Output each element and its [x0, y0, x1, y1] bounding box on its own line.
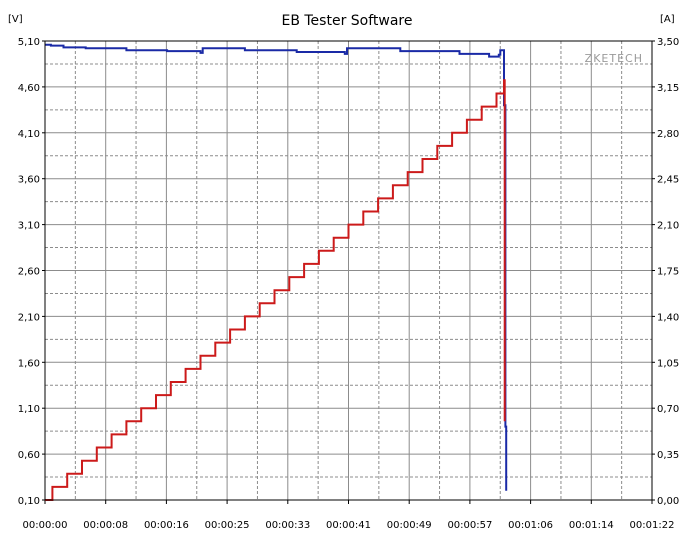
x-tick-label: 00:00:49: [387, 520, 432, 531]
left-tick-label: 1,10: [18, 404, 40, 415]
right-tick-label: 1,05: [657, 358, 679, 369]
x-tick-label: 00:00:41: [326, 520, 371, 531]
left-tick-label: 3,10: [18, 221, 40, 232]
x-tick-label: 00:00:25: [205, 520, 250, 531]
right-tick-label: 1,40: [657, 312, 679, 323]
right-tick-label: 0,00: [657, 496, 679, 507]
tick-labels: 5,10 4,60 4,10 3,60 3,10 2,60 2,10 1,60 1,10 0,60…: [18, 37, 680, 531]
left-tick-label: 0,10: [18, 496, 40, 507]
x-tick-label: 00:01:06: [508, 520, 553, 531]
x-tick-label: 00:00:33: [265, 520, 310, 531]
plot-border: [44, 40, 653, 501]
left-tick-label: 4,10: [18, 129, 40, 140]
right-tick-label: 3,50: [657, 37, 679, 48]
left-tick-label: 2,10: [18, 312, 40, 323]
right-tick-label: 2,10: [657, 221, 679, 232]
right-tick-label: 2,45: [657, 175, 679, 186]
current-series-line: [45, 79, 506, 501]
x-tick-label: 00:01:22: [630, 520, 675, 531]
chart-title: EB Tester Software: [281, 13, 412, 29]
x-tick-label: 00:00:16: [144, 520, 189, 531]
watermark-text: ZKETECH: [585, 52, 643, 65]
right-axis-unit: [A]: [660, 14, 675, 25]
left-tick-label: 4,60: [18, 83, 40, 94]
right-tick-label: 0,70: [657, 404, 679, 415]
grid: [45, 41, 652, 500]
right-tick-label: 3,15: [657, 83, 679, 94]
left-tick-label: 1,60: [18, 358, 40, 369]
left-tick-label: 0,60: [18, 450, 40, 461]
right-tick-label: 1,75: [657, 267, 679, 278]
x-tick-label: 00:00:57: [447, 520, 492, 531]
voltage-series-line: [45, 43, 508, 491]
right-tick-label: 2,80: [657, 129, 679, 140]
left-axis-unit: [V]: [8, 14, 23, 25]
series: [45, 43, 508, 501]
left-tick-label: 3,60: [18, 175, 40, 186]
x-tick-label: 00:00:08: [83, 520, 128, 531]
left-tick-label: 5,10: [18, 37, 40, 48]
right-tick-label: 0,35: [657, 450, 679, 461]
x-tick-label: 00:00:00: [23, 520, 68, 531]
x-tick-label: 00:01:14: [569, 520, 614, 531]
left-tick-label: 2,60: [18, 267, 40, 278]
